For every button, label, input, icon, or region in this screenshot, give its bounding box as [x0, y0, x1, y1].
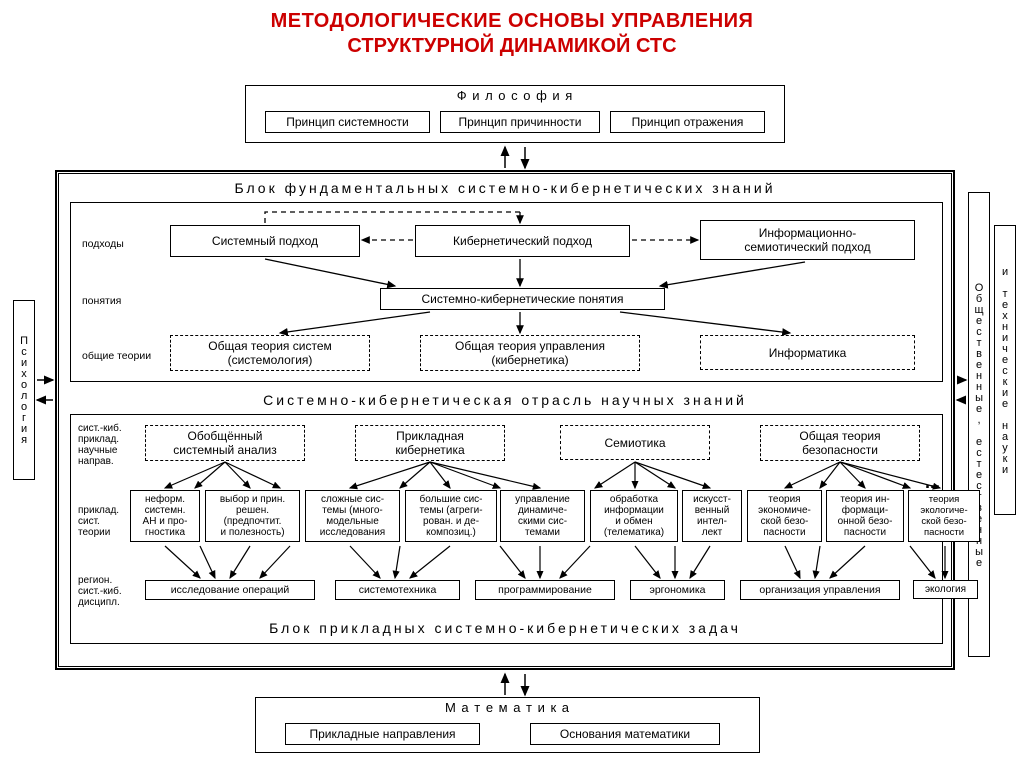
label-theories: общие теории: [82, 350, 151, 362]
philosophy-p2: Принцип причинности: [440, 111, 600, 133]
math-1: Прикладные направления: [285, 723, 480, 745]
theory-2: Общая теория управления (кибернетика): [420, 335, 640, 371]
direction-3: Семиотика: [560, 425, 710, 460]
at-5: управление динамиче- скими сис- темами: [500, 490, 585, 542]
approach-2: Кибернетический подход: [415, 225, 630, 257]
approach-3: Информационно- семиотический подход: [700, 220, 915, 260]
theory-3: Информатика: [700, 335, 915, 370]
tech-sciences-label: и технические науки: [999, 266, 1011, 475]
tech-sciences-box: и технические науки: [994, 225, 1016, 515]
b2-label-2: приклад. сист. теории: [78, 505, 119, 538]
psychology-label: Психология: [18, 335, 30, 445]
theory-1: Общая теория систем (системология): [170, 335, 370, 371]
at-3: сложные сис- темы (много- модельные иссл…: [305, 490, 400, 542]
main-title-1: МЕТОДОЛОГИЧЕСКИЕ ОСНОВЫ УПРАВЛЕНИЯ: [0, 0, 1024, 35]
disc-4: эргономика: [630, 580, 725, 600]
disc-5: организация управления: [740, 580, 900, 600]
disc-6: экология: [913, 580, 978, 599]
main-title-2: СТРУКТУРНОЙ ДИНАМИКОЙ СТС: [0, 35, 1024, 66]
approach-1: Системный подход: [170, 225, 360, 257]
at-9: теория ин- формаци- онной безо- пасности: [826, 490, 904, 542]
disc-2: системотехника: [335, 580, 460, 600]
concepts-box: Системно-кибернетические понятия: [380, 288, 665, 310]
label-approaches: подходы: [82, 238, 124, 250]
math-title: М а т е м а т и к а: [258, 700, 757, 718]
b2-label-1: сист.-киб. приклад. научные направ.: [78, 423, 122, 467]
direction-1: Обобщённый системный анализ: [145, 425, 305, 461]
at-8: теория экономиче- ской безо- пасности: [747, 490, 822, 542]
direction-2: Прикладная кибернетика: [355, 425, 505, 461]
at-10: теория экологиче- ской безо- пасности: [908, 490, 980, 542]
at-1: неформ. системн. АН и про- гностика: [130, 490, 200, 542]
disc-1: исследование операций: [145, 580, 315, 600]
block1-title: Блок фундаментальных системно-кибернетич…: [65, 180, 945, 196]
label-concepts: понятия: [82, 295, 121, 307]
at-7: искусст- венный интел- лект: [682, 490, 742, 542]
math-2: Основания математики: [530, 723, 720, 745]
direction-4: Общая теория безопасности: [760, 425, 920, 461]
philosophy-p3: Принцип отражения: [610, 111, 765, 133]
at-6: обработка информации и обмен (телематика…: [590, 490, 678, 542]
psychology-box: Психология: [13, 300, 35, 480]
philosophy-p1: Принцип системности: [265, 111, 430, 133]
block2-footer: Блок прикладных системно-кибернетических…: [65, 620, 945, 636]
philosophy-title: Ф и л о с о ф и я: [248, 88, 782, 106]
at-4: большие сис- темы (агреги- рован. и де- …: [405, 490, 497, 542]
disc-3: программирование: [475, 580, 615, 600]
at-2: выбор и прин. решен. (предпочтит. и поле…: [205, 490, 300, 542]
b2-label-3: регион. сист.-киб. дисципл.: [78, 575, 122, 608]
block2-title: Системно-кибернетическая отрасль научных…: [65, 392, 945, 408]
